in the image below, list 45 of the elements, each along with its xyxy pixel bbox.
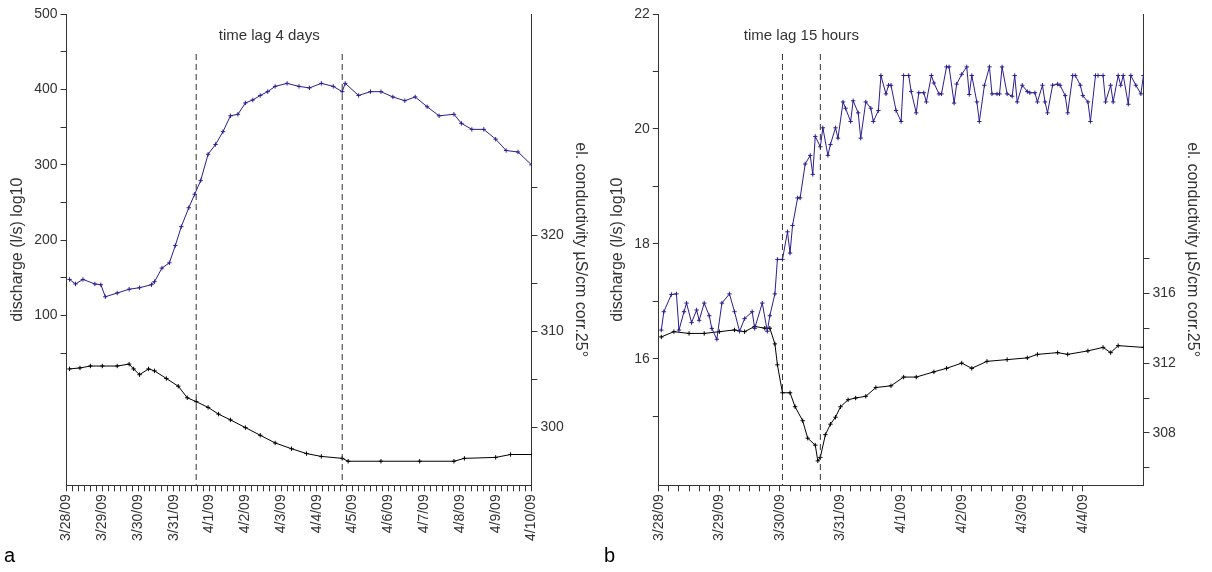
y-tick-label: 400	[34, 80, 58, 97]
y2-tick-label: 310	[540, 322, 565, 339]
y-tick-label: 200	[34, 231, 58, 248]
annotation: time lag 15 hours	[743, 26, 859, 44]
y-axis-title: discharge (l/s) log10	[608, 177, 626, 322]
x-tick-label: 4/5/09	[343, 494, 360, 534]
y2-tick-label: 316	[1152, 284, 1177, 301]
y-tick-label: 18	[634, 234, 650, 251]
x-tick-label: 4/10/09	[522, 494, 539, 542]
y2-axis-title: el. conductivity µS/cm corr.25°	[572, 142, 590, 358]
x-tick-label: 3/28/09	[57, 494, 74, 542]
x-tick-label: 3/28/09	[649, 494, 666, 542]
y2-tick-label: 320	[540, 226, 565, 243]
x-tick-label: 3/29/09	[93, 494, 110, 542]
x-tick-label: 4/6/09	[379, 494, 396, 534]
text: a	[4, 543, 16, 566]
y2-tick-label: 312	[1152, 353, 1177, 370]
x-tick-label: 4/9/09	[486, 494, 503, 534]
y-tick-label: 22	[634, 4, 650, 21]
x-tick-label: 4/3/09	[271, 494, 288, 534]
x-tick-label: 4/4/09	[1073, 494, 1090, 534]
y-tick-label: 500	[34, 4, 58, 21]
y-axis-title: discharge (l/s) log10	[8, 177, 26, 322]
x-tick-label: 4/1/09	[891, 494, 908, 534]
x-tick-label: 3/31/09	[164, 494, 181, 542]
y-tick-label: 300	[34, 155, 58, 172]
y2-axis-title: el. conductivity µS/cm corr.25°	[1184, 142, 1202, 358]
x-tick-label: 3/30/09	[128, 494, 145, 542]
y2-tick-label: 308	[1152, 423, 1177, 440]
x-tick-label: 4/2/09	[236, 494, 253, 534]
x-tick-label: 4/3/09	[1013, 494, 1030, 534]
x-tick-label: 3/31/09	[831, 494, 848, 542]
x-tick-label: 3/30/09	[770, 494, 787, 542]
y-tick-label: 16	[634, 349, 650, 366]
x-tick-label: 4/8/09	[450, 494, 467, 534]
y-tick-label: 20	[634, 119, 650, 136]
x-tick-label: 3/29/09	[710, 494, 727, 542]
x-tick-label: 4/2/09	[952, 494, 969, 534]
y2-tick-label: 300	[540, 418, 565, 435]
text: b	[604, 543, 616, 566]
y-tick-label: 100	[34, 306, 58, 323]
x-tick-label: 4/7/09	[415, 494, 432, 534]
x-tick-label: 4/1/09	[200, 494, 217, 534]
x-tick-label: 4/4/09	[307, 494, 324, 534]
annotation: time lag 4 days	[218, 26, 320, 44]
